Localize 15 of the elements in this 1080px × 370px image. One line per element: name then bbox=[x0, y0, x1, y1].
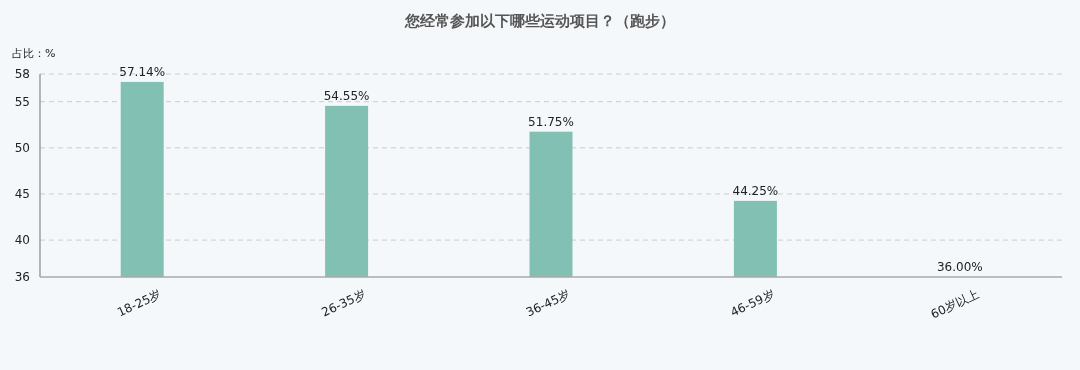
x-tick-label: 46-59岁 bbox=[728, 287, 777, 320]
data-label: 36.00% bbox=[936, 260, 983, 274]
data-label: 51.75% bbox=[528, 114, 574, 129]
x-tick-label: 60岁以上 bbox=[928, 287, 982, 322]
y-tick-label: 45 bbox=[14, 186, 30, 201]
data-label: 54.55% bbox=[323, 88, 370, 103]
data-label: 57.14% bbox=[119, 64, 166, 79]
y-axis-title: 占比：% bbox=[12, 47, 56, 60]
y-tick-label: 40 bbox=[14, 233, 30, 248]
y-tick-label: 58 bbox=[14, 67, 30, 81]
data-label: 44.25% bbox=[732, 183, 779, 198]
y-tick-label: 36 bbox=[14, 270, 30, 284]
y-tick-label: 50 bbox=[14, 140, 30, 155]
y-tick-label: 55 bbox=[14, 94, 30, 109]
chart-title: 您经常参加以下哪些运动项目？（跑步） bbox=[404, 12, 675, 30]
